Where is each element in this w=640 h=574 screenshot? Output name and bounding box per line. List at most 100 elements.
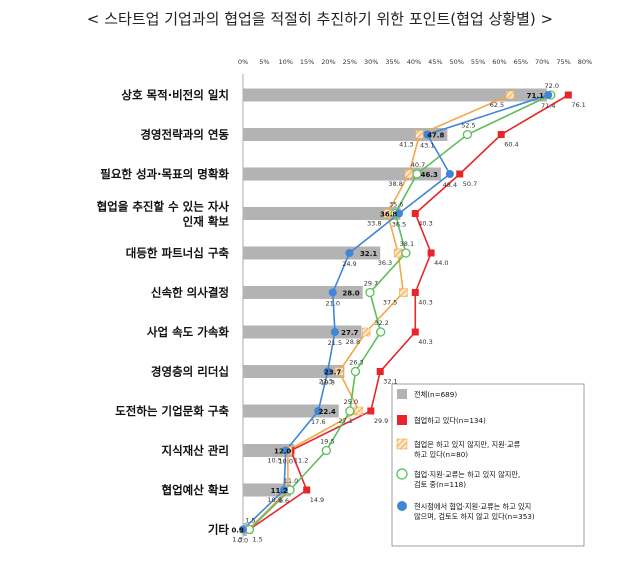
data-label: 48.4 [443,181,457,189]
x-tick-label: 30% [364,58,378,66]
data-label: 10.0 [279,458,293,466]
legend-marker [397,501,407,511]
data-label: 76.1 [571,101,585,109]
data-label: 14.9 [310,496,324,504]
data-label: 71.4 [541,102,555,110]
data-label: 10.5 [267,457,281,465]
category-label: 신속한 의사결정 [151,286,229,300]
data-label: 40.3 [418,299,432,307]
data-point [427,249,435,257]
data-point [411,289,419,296]
data-label: 0.0 [238,537,248,545]
data-label: 29.9 [374,417,388,425]
category-label: 대등한 파트너십 구축 [126,246,230,260]
data-point [365,287,375,298]
x-tick-label: 75% [556,58,570,66]
category-label: 사업 속도 가속화 [147,325,229,339]
data-point [395,209,404,218]
x-tick-label: 65% [514,58,528,66]
bar-data-label: 12.0 [274,448,291,456]
data-label: 32.2 [374,319,388,327]
data-point [412,169,422,179]
x-tick-label: 70% [535,58,549,66]
data-label: 26.3 [349,359,363,367]
x-tick-label: 50% [450,58,464,66]
data-label: 35.6 [389,201,403,209]
data-point [376,327,386,337]
x-tick-label: 60% [492,58,506,66]
bar-data-label: 27.7 [341,329,358,337]
data-point [423,130,432,139]
data-point [350,366,361,377]
data-label: 1.5 [252,536,262,544]
data-label: 62.5 [490,101,504,109]
bar [243,88,547,102]
data-point [334,367,344,376]
legend-marker [397,389,407,399]
data-label: 40.7 [411,161,425,169]
x-tick-label: 5% [259,58,269,66]
category-label: 지식재산 관리 [162,444,229,458]
data-label: 17.6 [311,418,325,426]
data-label: 36.3 [378,259,392,267]
bar-data-label: 22.4 [318,408,335,416]
data-label: 60.4 [504,141,518,149]
data-label: 32.1 [383,378,397,386]
data-label: 10.5 [267,496,281,504]
bar [243,207,401,220]
data-point [415,130,424,139]
chart-title: < 스타트업 기업과의 협업을 적절히 추진하기 위한 포인트(협업 상황별) … [86,10,554,28]
x-tick-label: 0% [238,58,248,66]
data-point [354,406,364,416]
data-point [445,170,454,178]
bar-data-label: 32.1 [360,250,377,258]
data-label: 1.5 [245,517,255,525]
data-label: 21.5 [328,339,342,347]
category-label: 도전하는 기업문화 구축 [115,404,229,418]
category-label: 필요한 성과·목표의 명확화 [100,167,229,181]
x-tick-label: 45% [428,58,442,66]
data-point [328,288,337,297]
data-label: 43.1 [420,142,434,150]
data-label: 38.1 [400,240,414,248]
bar-data-label: 47.8 [427,132,444,140]
bar [243,167,441,181]
data-label: 29.7 [364,280,378,288]
data-point [462,129,473,140]
x-tick-label: 15% [300,58,314,66]
legend-marker [396,468,408,480]
x-tick-label: 10% [279,58,293,66]
data-point [505,90,515,100]
data-label: 72.0 [545,82,559,90]
category-label: 상호 목적·비전의 일치 [121,88,229,102]
category-label: 기타 [208,523,230,537]
bar [243,246,381,260]
data-point [281,446,290,455]
x-tick-label: 25% [343,58,357,66]
series-line [242,94,549,531]
data-label: 52.5 [461,122,475,130]
legend-label: 전체(n=689) [414,390,457,399]
data-label: 9.6 [279,497,289,505]
data-point [323,367,332,376]
data-point [564,91,572,99]
category-label: 경영전략과의 연동 [140,128,229,142]
data-point [456,170,464,178]
data-label: 36.5 [392,221,406,229]
bar-data-label: 46.3 [421,171,438,179]
x-tick-label: 55% [471,58,485,66]
data-label: 40.3 [418,338,432,346]
data-point [314,407,323,415]
legend-label: 현시점에서 협업·지원·교류는 하고 있지 않으며, 검토도 하지 않고 있다(n… [414,502,535,521]
x-tick-label: 20% [321,58,335,66]
bar-data-label: 71.1 [527,92,544,100]
data-label: 25.0 [344,398,358,406]
data-label: 11.0 [284,477,298,485]
data-point [361,327,371,337]
bar-data-label: 36.8 [380,211,397,219]
legend-marker [396,438,408,450]
bar [243,444,295,457]
data-label: 21.0 [326,300,340,308]
data-label: 19.8 [320,379,334,387]
